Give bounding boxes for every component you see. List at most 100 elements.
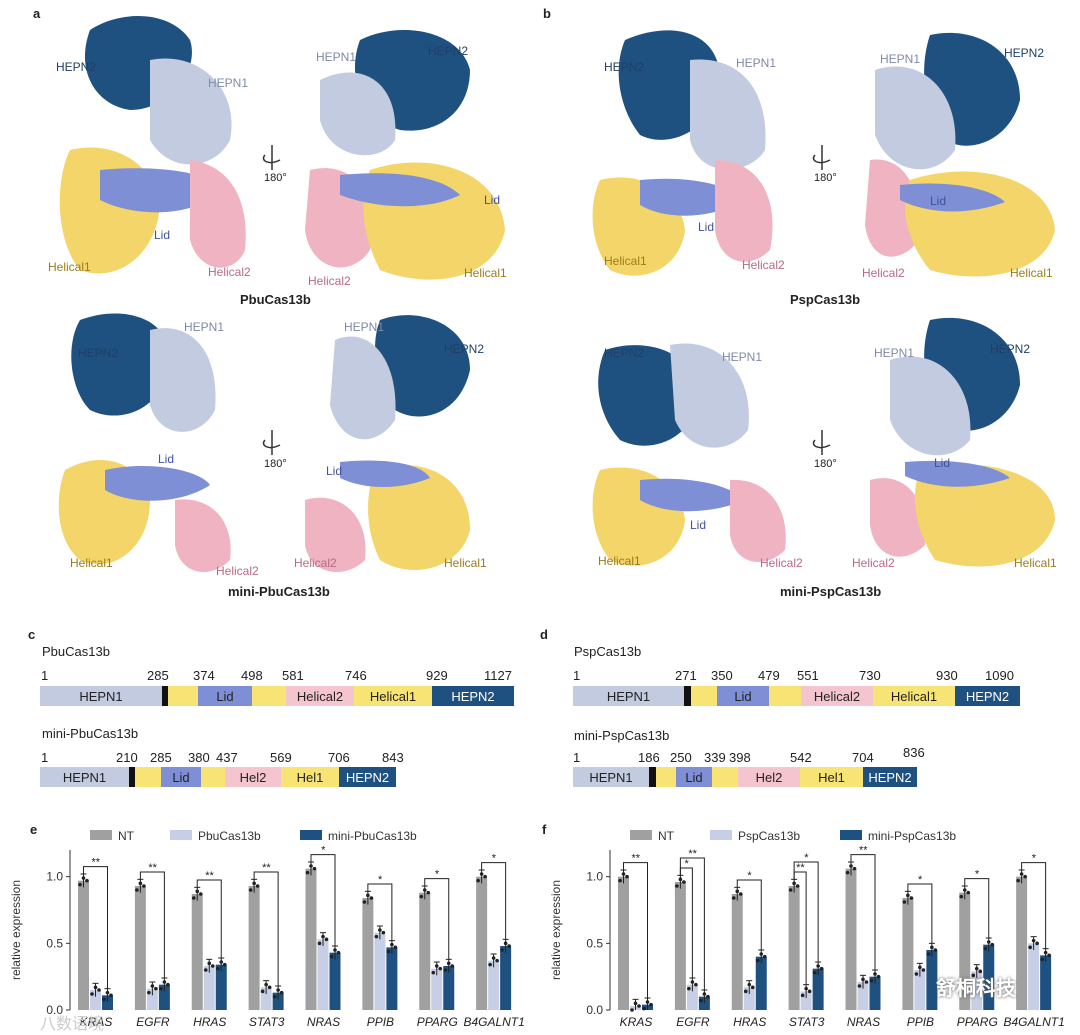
bar <box>78 880 89 1010</box>
x-tick-label: HRAS <box>193 1015 226 1029</box>
data-point <box>800 993 805 998</box>
data-point <box>109 993 113 998</box>
label-helical1: Helical1 <box>1010 266 1053 280</box>
structure-caption: mini-PbuCas13b <box>228 584 330 599</box>
domain-hel2: Hel2 <box>225 767 281 787</box>
domain-hel1: Hel1 <box>281 767 339 787</box>
residue-number: 836 <box>903 745 925 760</box>
domain-helical1: Helical1 <box>873 686 955 706</box>
label-helical2: Helical2 <box>294 556 337 570</box>
data-point <box>971 973 976 978</box>
legend-label: PbuCas13b <box>198 829 261 843</box>
domain-helical1: Helical1 <box>354 686 432 706</box>
data-point <box>479 872 484 876</box>
label-lid: Lid <box>154 228 171 242</box>
data-point <box>507 944 511 948</box>
domain-linker <box>712 767 738 787</box>
residue-number: 271 <box>675 668 697 683</box>
data-point <box>918 965 922 970</box>
significance-bracket <box>481 862 507 940</box>
residue-number: 285 <box>147 668 169 683</box>
data-point <box>438 966 443 971</box>
y-tick-label: 0.0 <box>46 1003 63 1017</box>
domain-linker <box>201 767 225 787</box>
data-point <box>374 934 379 939</box>
data-point <box>443 968 448 972</box>
label-hepn1: HEPN1 <box>316 50 357 64</box>
data-point <box>260 989 265 994</box>
data-point <box>914 972 919 976</box>
domain-hepn2: HEPN2 <box>955 686 1020 706</box>
data-point <box>678 877 683 882</box>
data-point <box>219 960 224 964</box>
x-tick-label: NRAS <box>307 1015 340 1029</box>
data-point <box>706 994 710 999</box>
data-point <box>305 870 310 875</box>
significance-bracket <box>253 871 279 987</box>
label-hepn2: HEPN2 <box>604 60 645 74</box>
structure-illustrations <box>58 16 1055 572</box>
residue-number: 581 <box>282 668 304 683</box>
bar <box>1016 876 1028 1010</box>
data-point <box>930 945 934 950</box>
residue-number: 551 <box>797 668 819 683</box>
domain-hepn2: HEPN2 <box>339 767 396 787</box>
data-point <box>633 1001 638 1006</box>
y-axis-label: relative expression <box>9 880 23 980</box>
panel-b-letter: b <box>543 6 551 21</box>
significance-label: ** <box>91 857 100 869</box>
data-point <box>222 962 227 967</box>
data-point <box>90 992 94 996</box>
data-point <box>933 948 938 952</box>
data-point <box>191 896 196 900</box>
x-tick-label: PPIB <box>367 1015 394 1029</box>
data-point <box>959 894 964 899</box>
data-point <box>690 980 695 984</box>
data-point <box>450 964 455 968</box>
data-point <box>1043 950 1048 955</box>
legend-swatch <box>90 830 112 840</box>
significance-label: ** <box>688 848 697 860</box>
data-point <box>198 892 203 896</box>
domain-hel2: Hel2 <box>738 767 800 787</box>
label-hepn1: HEPN1 <box>208 76 249 90</box>
domain-lid: Lid <box>676 767 712 787</box>
data-point <box>267 985 272 990</box>
residue-number: 569 <box>270 750 292 765</box>
significance-bracket <box>623 862 648 999</box>
panel-d-letter: d <box>540 627 548 642</box>
residue-number: 350 <box>711 668 733 683</box>
bar <box>134 886 146 1010</box>
label-helical1: Helical1 <box>1014 556 1057 570</box>
domain-map-title: mini-PbuCas13b <box>42 726 139 741</box>
residue-number: 437 <box>216 750 238 765</box>
data-point <box>625 874 629 879</box>
domain-linker <box>656 767 676 787</box>
label-hepn2: HEPN2 <box>56 60 97 74</box>
residue-number: 285 <box>150 750 172 765</box>
bar <box>329 952 341 1010</box>
data-point <box>864 980 869 984</box>
x-tick-label: EGFR <box>136 1015 170 1029</box>
label-hepn1: HEPN1 <box>184 320 225 334</box>
domain-hepn1: HEPN1 <box>40 686 162 706</box>
data-point <box>873 972 877 976</box>
data-point <box>393 945 398 950</box>
label-hepn1: HEPN1 <box>722 350 763 364</box>
data-point <box>488 962 492 967</box>
label-helical2: Helical2 <box>216 564 259 578</box>
data-point <box>215 966 220 971</box>
bar <box>914 970 926 1010</box>
residue-number: 380 <box>188 750 210 765</box>
y-tick-label: 1.0 <box>46 870 63 884</box>
domain-hepn1: HEPN1 <box>573 767 649 787</box>
data-point <box>85 878 89 883</box>
legend-swatch <box>630 830 652 840</box>
significance-label: * <box>435 869 440 881</box>
bar <box>698 996 710 1010</box>
data-point <box>852 866 857 871</box>
data-point <box>990 942 995 947</box>
significance-bracket <box>83 866 108 990</box>
data-point <box>321 934 325 939</box>
data-point <box>476 878 480 883</box>
